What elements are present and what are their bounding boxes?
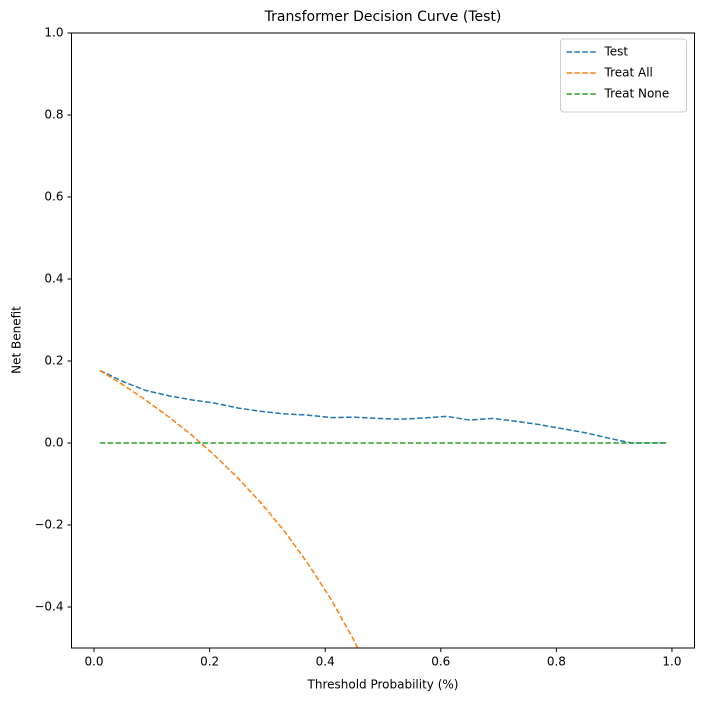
y-axis-label: Net Benefit bbox=[10, 306, 24, 374]
y-tick-label: −0.2 bbox=[34, 518, 63, 532]
x-tick-label: 0.0 bbox=[84, 655, 103, 669]
x-tick-label: 0.4 bbox=[316, 655, 335, 669]
y-tick-label: −0.4 bbox=[34, 600, 63, 614]
legend-label: Treat None bbox=[604, 87, 670, 101]
legend-label: Test bbox=[604, 45, 629, 59]
axes-frame bbox=[71, 32, 695, 649]
y-tick-label: 0.0 bbox=[44, 436, 63, 450]
x-axis-label: Threshold Probability (%) bbox=[307, 678, 459, 692]
x-tick-label: 1.0 bbox=[662, 655, 681, 669]
legend-label: Treat All bbox=[604, 66, 653, 80]
x-tick-label: 0.8 bbox=[547, 655, 566, 669]
series-line bbox=[99, 369, 667, 444]
x-tick-label: 0.6 bbox=[431, 655, 450, 669]
plot-area bbox=[99, 369, 667, 648]
y-tick-label: 0.6 bbox=[44, 190, 63, 204]
y-tick-label: 0.4 bbox=[44, 272, 63, 286]
y-tick-label: 0.2 bbox=[44, 354, 63, 368]
x-tick-label: 0.2 bbox=[200, 655, 219, 669]
y-tick-label: 1.0 bbox=[44, 26, 63, 40]
chart-title: Transformer Decision Curve (Test) bbox=[264, 9, 502, 25]
y-tick-label: 0.8 bbox=[44, 108, 63, 122]
